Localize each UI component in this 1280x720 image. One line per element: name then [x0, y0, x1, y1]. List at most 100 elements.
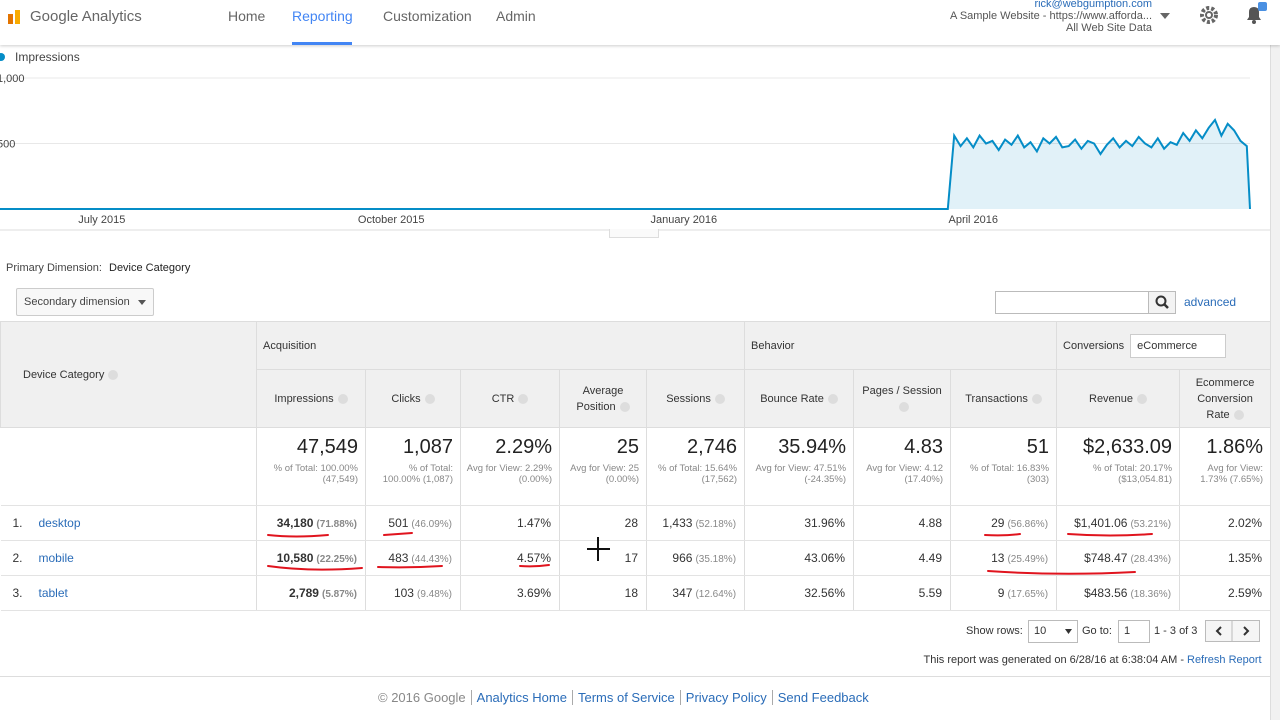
metric-value: 483 [388, 551, 409, 565]
metric-value: 17 [624, 551, 638, 565]
metric-cell: 2.59% [1179, 575, 1272, 611]
column-label: Impressions [274, 392, 334, 405]
primary-dimension-value[interactable]: Device Category [109, 262, 191, 274]
rows-select[interactable]: 10 [1028, 620, 1078, 643]
metric-value: 3.69% [516, 586, 551, 600]
metric-cell: 4.57% [460, 540, 560, 576]
column-header[interactable]: Pages / Session [853, 369, 952, 428]
total-note: Avg for View: 4.12 (17.40%) [866, 463, 944, 485]
footer-separator [771, 690, 773, 705]
footer-link[interactable]: Send Feedback [777, 690, 869, 705]
group-label: Behavior [751, 339, 795, 352]
total-cell: 2,746 % of Total: 15.64% (17,562) [646, 427, 746, 506]
metric-value: 10,580 [276, 551, 314, 565]
footer-link[interactable]: Privacy Policy [685, 690, 767, 705]
total-value: 51 [1026, 436, 1050, 458]
metric-cell: 966 (35.18%) [646, 540, 746, 576]
secondary-dimension-button[interactable]: Secondary dimension [16, 288, 154, 316]
metric-cell: 17 [559, 540, 647, 576]
metric-value: 4.88 [918, 516, 943, 530]
metric-cell: 103 (9.48%) [365, 575, 461, 611]
total-note: Avg for View: 47.51% (-24.35%) [755, 463, 847, 485]
column-header[interactable]: Average Position [559, 369, 647, 428]
row-name[interactable]: desktop [38, 516, 81, 530]
help-icon [1031, 393, 1042, 404]
row-index: 3. [12, 586, 23, 600]
metric-value: 501 [388, 516, 409, 530]
column-header[interactable]: Impressions [256, 369, 366, 428]
column-label: Bounce Rate [760, 392, 824, 405]
footer-link[interactable]: Terms of Service [577, 690, 675, 705]
total-value: 1,087 [402, 436, 453, 458]
total-value: 35.94% [778, 436, 847, 458]
metric-cell: $748.47 (28.43%) [1056, 540, 1181, 576]
logo-icon [8, 10, 20, 24]
metric-cell: 1.47% [460, 505, 560, 541]
column-header[interactable]: Ecommerce Conversion Rate [1179, 369, 1272, 428]
column-header[interactable]: Sessions [645, 369, 746, 428]
metric-value: 34,180 [276, 516, 314, 530]
metric-percent: (17.65%) [1007, 589, 1049, 600]
footer-separator [679, 690, 681, 705]
search-button[interactable] [1148, 291, 1176, 314]
column-label: Revenue [1089, 392, 1134, 405]
pager-buttons[interactable] [1205, 620, 1260, 642]
primary-dimension-label: Primary Dimension: [6, 262, 102, 274]
footer: © 2016 Google Analytics Home Terms of Serv… [378, 690, 869, 705]
column-header[interactable]: Bounce Rate [744, 369, 855, 428]
help-icon [714, 393, 725, 404]
metric-percent: (5.87%) [321, 589, 357, 600]
help-icon [424, 393, 435, 404]
footer-link[interactable]: Analytics Home [476, 690, 567, 705]
metric-value: 1.47% [516, 516, 551, 530]
x-tick-label: October 2015 [358, 214, 425, 226]
column-label: Ecommerce Conversion Rate [1195, 376, 1255, 421]
metric-value: 31.96% [804, 516, 846, 530]
total-cell: 51 % of Total: 16.83% (303) [950, 427, 1058, 506]
metric-value: 347 [672, 586, 693, 600]
metric-value: 4.49 [918, 551, 943, 565]
y-tick-label: 500 [0, 138, 15, 150]
column-header[interactable]: Transactions [950, 369, 1058, 428]
total-cell: 2.29% Avg for View: 2.29% (0.00%) [460, 427, 560, 506]
row-name[interactable]: mobile [38, 551, 74, 565]
help-icon [827, 393, 838, 404]
nav-item[interactable]: Home [228, 8, 266, 24]
account-email[interactable]: rick@webgumption.com [1034, 0, 1152, 10]
metric-percent: (9.48%) [416, 589, 452, 600]
goto-input[interactable]: 1 [1118, 620, 1150, 643]
metric-value: 29 [991, 516, 1005, 530]
nav-item[interactable]: Admin [496, 8, 536, 24]
y-tick-label: 1,000 [0, 73, 25, 85]
footer-rule [0, 676, 1270, 677]
nav-item[interactable]: Customization [383, 8, 472, 24]
metric-cell: $483.56 (18.36%) [1056, 575, 1181, 611]
total-cell: 47,549 % of Total: 100.00% (47,549) [256, 427, 366, 506]
advanced-link[interactable]: advanced [1184, 295, 1237, 309]
metric-cell: 2.02% [1179, 505, 1272, 541]
conversions-select[interactable]: eCommerce [1130, 333, 1227, 358]
column-header[interactable]: CTR [460, 369, 560, 428]
metric-percent: (71.88%) [316, 519, 357, 530]
metric-cell: 28 [559, 505, 647, 541]
metric-cell: 43.06% [744, 540, 855, 576]
settings-icon[interactable] [1199, 5, 1219, 25]
column-header[interactable]: Clicks [365, 369, 461, 428]
total-value: 25 [616, 436, 639, 458]
metric-cell: 1.35% [1179, 540, 1272, 576]
account-caret[interactable] [1160, 12, 1170, 20]
row-name[interactable]: tablet [38, 586, 68, 600]
page-range: 1 - 3 of 3 [1154, 625, 1198, 637]
metric-cell: 2,789 (5.87%) [256, 575, 366, 611]
column-header[interactable]: Revenue [1056, 369, 1181, 428]
chart-toggle[interactable] [609, 229, 659, 238]
scrollbar[interactable] [1270, 45, 1280, 720]
search-input[interactable] [995, 291, 1149, 314]
metric-value: 28 [624, 516, 638, 530]
refresh-link[interactable]: Refresh Report [1187, 654, 1262, 666]
notifications-icon[interactable] [1243, 2, 1267, 26]
nav-item[interactable]: Reporting [292, 8, 353, 24]
metric-percent: (12.64%) [695, 589, 737, 600]
data-row: 2. mobile 10,580 (22.25%) 483 (44.43%) 4.57% 17… [0, 540, 1272, 576]
metric-value: 18 [624, 586, 638, 600]
